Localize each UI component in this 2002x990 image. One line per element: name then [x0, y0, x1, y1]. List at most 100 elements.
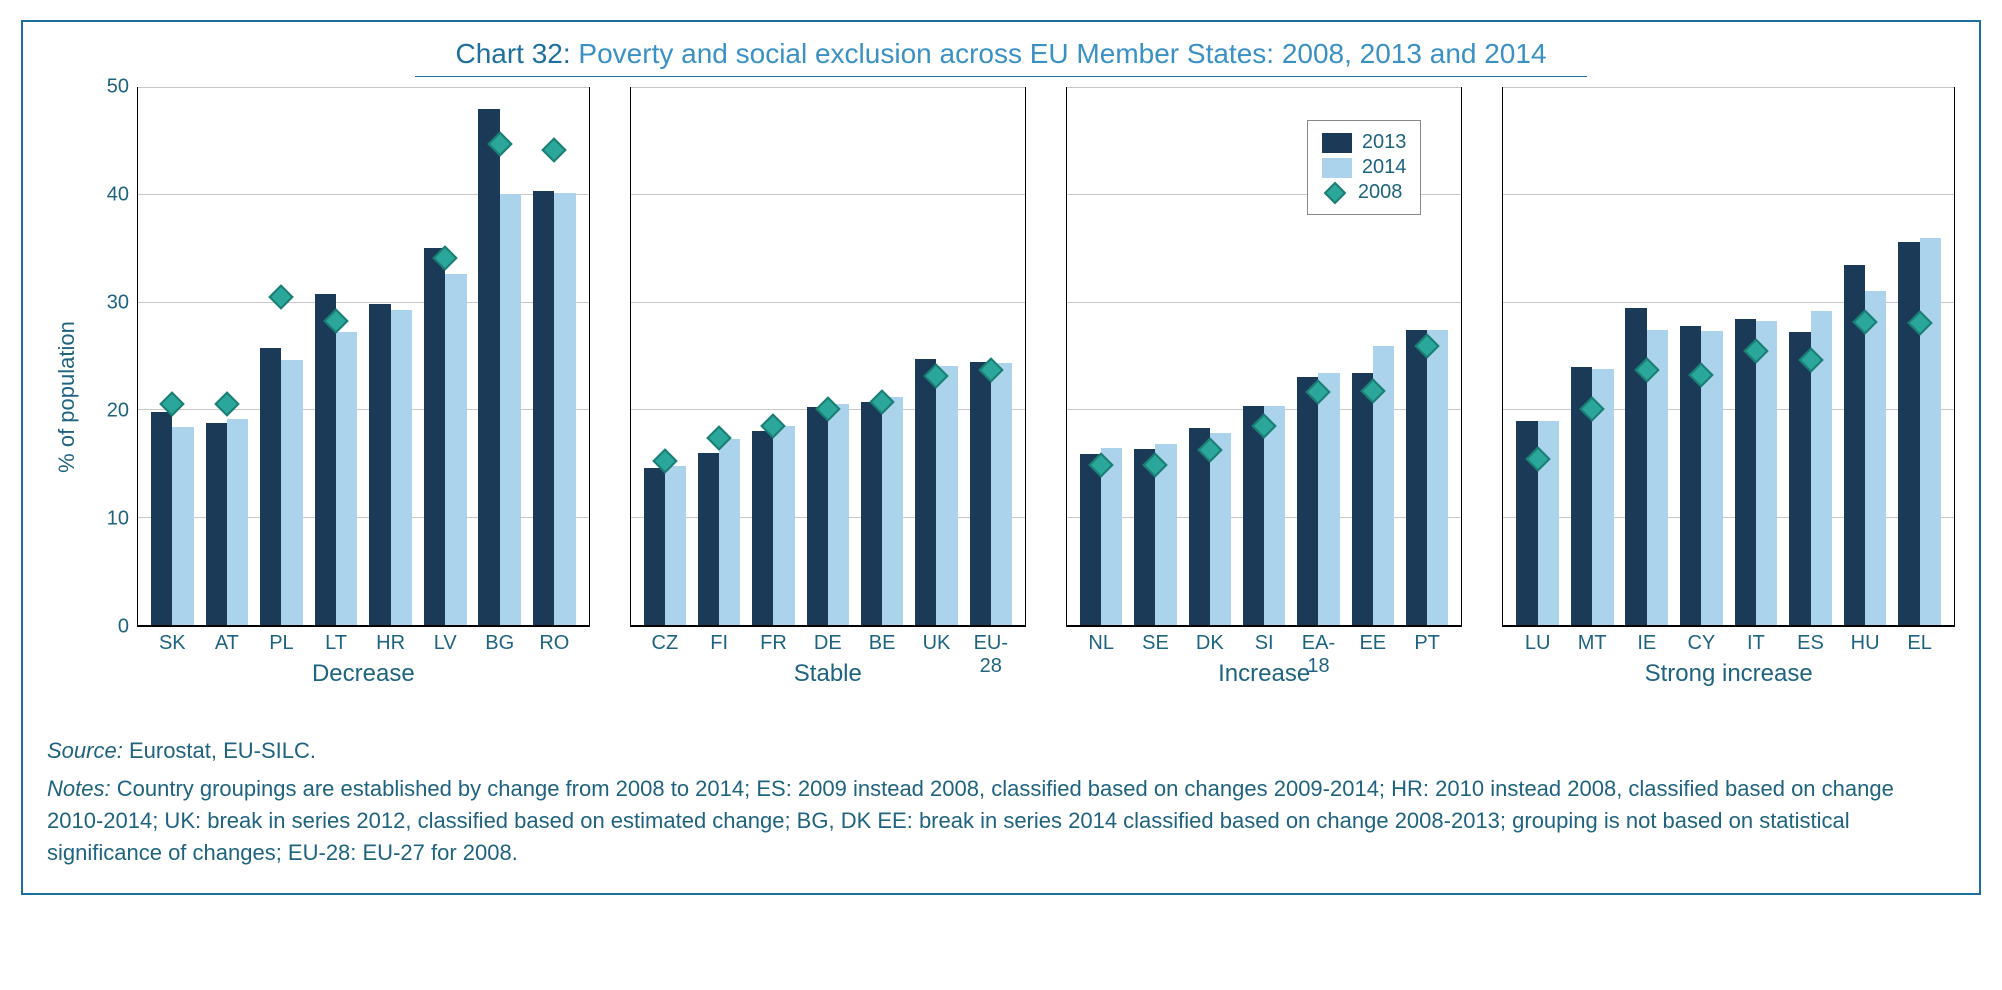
bar-pair: [912, 88, 960, 625]
y-axis-label-text: % of population: [54, 321, 80, 473]
bar-2014: [172, 427, 193, 625]
bar-2014: [281, 360, 302, 625]
x-tick-label: IT: [1732, 626, 1781, 655]
bar-pair: [1240, 88, 1288, 625]
legend-item-2008: 2008: [1322, 181, 1407, 204]
bar-2013: [1735, 319, 1756, 625]
x-tick-labels: LUMTIECYITESHUEL: [1503, 626, 1954, 655]
cluster-plot: [138, 88, 589, 626]
y-tick-label: 20: [107, 400, 129, 423]
country-slot-fr: [749, 88, 797, 625]
notes-text: Country groupings are established by cha…: [47, 776, 1894, 865]
source-text: Eurostat, EU-SILC.: [129, 738, 316, 763]
chart-title-body: Poverty and social exclusion across EU M…: [578, 38, 1546, 69]
cluster-increase: 201320142008NLSEDKSIEA-18EEPTIncrease: [1066, 87, 1462, 627]
x-tick-label: LV: [421, 626, 470, 655]
y-axis-label: % of population: [47, 87, 87, 707]
bar-2013: [1352, 373, 1373, 625]
bar-pair: [858, 88, 906, 625]
bar-pair: [1513, 88, 1562, 625]
cluster-label: Stable: [631, 660, 1025, 688]
bar-pair: [749, 88, 797, 625]
x-tick-labels: SKATPLLTHRLVBGRO: [138, 626, 589, 655]
bar-pair: [1786, 88, 1835, 625]
bar-pair: [203, 88, 252, 625]
bar-2013: [861, 402, 882, 625]
x-tick-label: AT: [203, 626, 252, 655]
bar-pair: [1186, 88, 1234, 625]
country-slot-uk: [912, 88, 960, 625]
bar-pair: [1622, 88, 1671, 625]
cluster-label: Increase: [1067, 660, 1461, 688]
y-tick-label: 50: [107, 76, 129, 99]
marker-2008: [269, 285, 294, 310]
bar-2013: [151, 412, 172, 625]
cluster-label: Decrease: [138, 660, 589, 688]
x-tick-label: RO: [530, 626, 579, 655]
x-tick-label: PL: [257, 626, 306, 655]
bar-2013: [533, 191, 554, 625]
notes-line: Notes: Country groupings are established…: [47, 773, 1955, 869]
legend-item-2014: 2014: [1322, 156, 1407, 179]
bar-2014: [773, 426, 794, 625]
country-slot-de: [804, 88, 852, 625]
x-tick-label: EL: [1895, 626, 1944, 655]
bar-2014: [227, 419, 248, 625]
bar-pair: [804, 88, 852, 625]
country-slot-mt: [1568, 88, 1617, 625]
country-slot-ro: [530, 88, 579, 625]
cluster-plot: [1503, 88, 1954, 626]
bar-2014: [1318, 373, 1339, 625]
source-line: Source: Eurostat, EU-SILC.: [47, 735, 1955, 767]
legend-label: 2008: [1358, 181, 1403, 204]
x-tick-label: ES: [1786, 626, 1835, 655]
y-tick-label: 40: [107, 184, 129, 207]
bar-2013: [1898, 242, 1919, 625]
country-slot-at: [203, 88, 252, 625]
bar-2014: [1264, 406, 1285, 625]
bar-2014: [1427, 330, 1448, 625]
country-slot-pl: [257, 88, 306, 625]
bar-2014: [554, 193, 575, 625]
cluster-decrease: SKATPLLTHRLVBGRODecrease: [137, 87, 590, 627]
cluster-plot: 201320142008: [1067, 88, 1461, 626]
bar-pair: [1677, 88, 1726, 625]
country-slot-hr: [366, 88, 415, 625]
legend-swatch: [1322, 133, 1352, 153]
cluster-strong-increase: LUMTIECYITESHUELStrong increase: [1502, 87, 1955, 627]
bar-2013: [807, 407, 828, 625]
chart-title-lead: Chart 32:: [455, 38, 570, 69]
x-tick-label: BG: [475, 626, 524, 655]
country-slot-cy: [1677, 88, 1726, 625]
legend-diamond-icon: [1324, 181, 1347, 204]
bar-2013: [915, 359, 936, 625]
bar-pair: [421, 88, 470, 625]
country-slot-nl: [1077, 88, 1125, 625]
legend-swatch: [1322, 158, 1352, 178]
bar-pair: [1077, 88, 1125, 625]
bar-2013: [698, 453, 719, 625]
bar-pair: [1568, 88, 1617, 625]
bar-pair: [1895, 88, 1944, 625]
bar-2014: [1756, 321, 1777, 625]
notes-label: Notes:: [47, 776, 111, 801]
x-tick-label: LU: [1513, 626, 1562, 655]
country-slot-fi: [695, 88, 743, 625]
country-slot-bg: [475, 88, 524, 625]
bar-2013: [970, 362, 991, 625]
y-tick-label: 30: [107, 292, 129, 315]
x-tick-label: IE: [1622, 626, 1671, 655]
bar-pair: [312, 88, 361, 625]
country-slot-it: [1732, 88, 1781, 625]
country-slot-eu-28: [967, 88, 1015, 625]
bar-2014: [1920, 238, 1941, 625]
country-slot-dk: [1186, 88, 1234, 625]
country-slot-be: [858, 88, 906, 625]
chart-title: Chart 32: Poverty and social exclusion a…: [415, 34, 1586, 77]
plot-row: % of population 01020304050 SKATPLLTHRLV…: [47, 87, 1955, 707]
x-tick-label: HR: [366, 626, 415, 655]
country-slot-lv: [421, 88, 470, 625]
y-tick-label: 10: [107, 508, 129, 531]
x-tick-label: MT: [1568, 626, 1617, 655]
bar-2014: [936, 366, 957, 625]
